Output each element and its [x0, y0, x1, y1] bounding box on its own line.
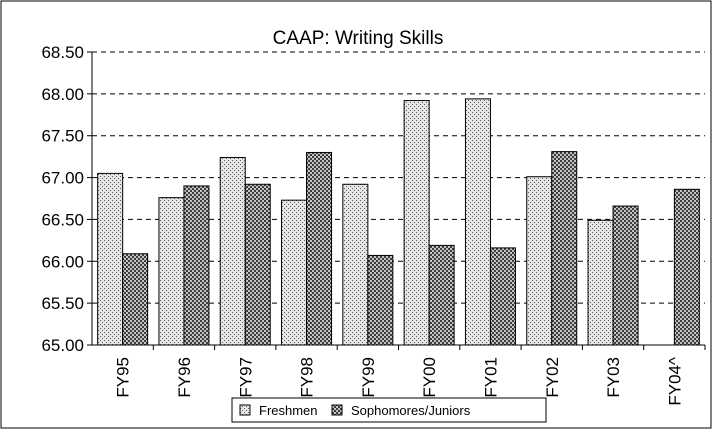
x-tick-label: FY97 — [236, 357, 255, 398]
bars — [97, 98, 700, 346]
bar-freshmen — [219, 156, 246, 346]
x-tick-label: FY95 — [114, 357, 133, 398]
chart-title: CAAP: Writing Skills — [273, 28, 444, 49]
bar-sophomores-juniors — [122, 253, 149, 346]
x-tick-label: FY04^ — [665, 357, 684, 406]
x-tick-label: FY99 — [359, 357, 378, 398]
legend-swatch-sophomores-juniors — [331, 404, 343, 416]
bar-freshmen — [587, 219, 614, 346]
bar-freshmen — [158, 197, 185, 346]
bar-sophomores-juniors — [183, 185, 210, 346]
bar-sophomores-juniors — [489, 247, 516, 346]
y-tick-label: 67.00 — [41, 169, 84, 188]
bar-freshmen — [403, 100, 430, 346]
bar-sophomores-juniors — [673, 188, 700, 346]
legend: Freshmen Sophomores/Juniors — [231, 397, 547, 423]
x-tick-label: FY00 — [420, 357, 439, 398]
y-tick-label: 66.00 — [41, 252, 84, 271]
legend-label-freshmen: Freshmen — [259, 403, 318, 418]
y-tick-label: 68.50 — [41, 43, 84, 62]
bar-sophomores-juniors — [367, 254, 394, 346]
x-tick-label: FY03 — [604, 357, 623, 398]
bar-freshmen — [464, 98, 491, 346]
bar-freshmen — [526, 176, 553, 346]
bar-sophomores-juniors — [244, 183, 271, 346]
legend-label-sophomores-juniors: Sophomores/Juniors — [351, 403, 471, 418]
y-tick-label: 66.50 — [41, 210, 84, 229]
legend-swatch-freshmen — [239, 404, 251, 416]
y-axis-ticks: 65.00 65.50 66.00 66.50 67.00 67.50 68.00 68.50 — [41, 43, 92, 355]
legend-box — [231, 397, 547, 423]
bar-freshmen — [342, 183, 369, 346]
bar-freshmen — [281, 199, 308, 346]
bar-freshmen — [97, 172, 124, 346]
x-axis-ticks: FY95 FY96 FY97 FY98 FY99 FY00 FY01 FY02 FY03 FY04… — [114, 345, 706, 406]
y-tick-label: 67.50 — [41, 127, 84, 146]
y-tick-label: 65.00 — [41, 336, 84, 355]
bar-sophomores-juniors — [612, 205, 639, 346]
bar-sophomores-juniors — [306, 151, 333, 346]
y-tick-label: 68.00 — [41, 85, 84, 104]
bar-sophomores-juniors — [428, 244, 455, 346]
bar-sophomores-juniors — [551, 151, 578, 346]
x-tick-label: FY02 — [543, 357, 562, 398]
y-tick-label: 65.50 — [41, 294, 84, 313]
x-tick-label: FY96 — [175, 357, 194, 398]
x-tick-label: FY01 — [481, 357, 500, 398]
x-tick-label: FY98 — [298, 357, 317, 398]
